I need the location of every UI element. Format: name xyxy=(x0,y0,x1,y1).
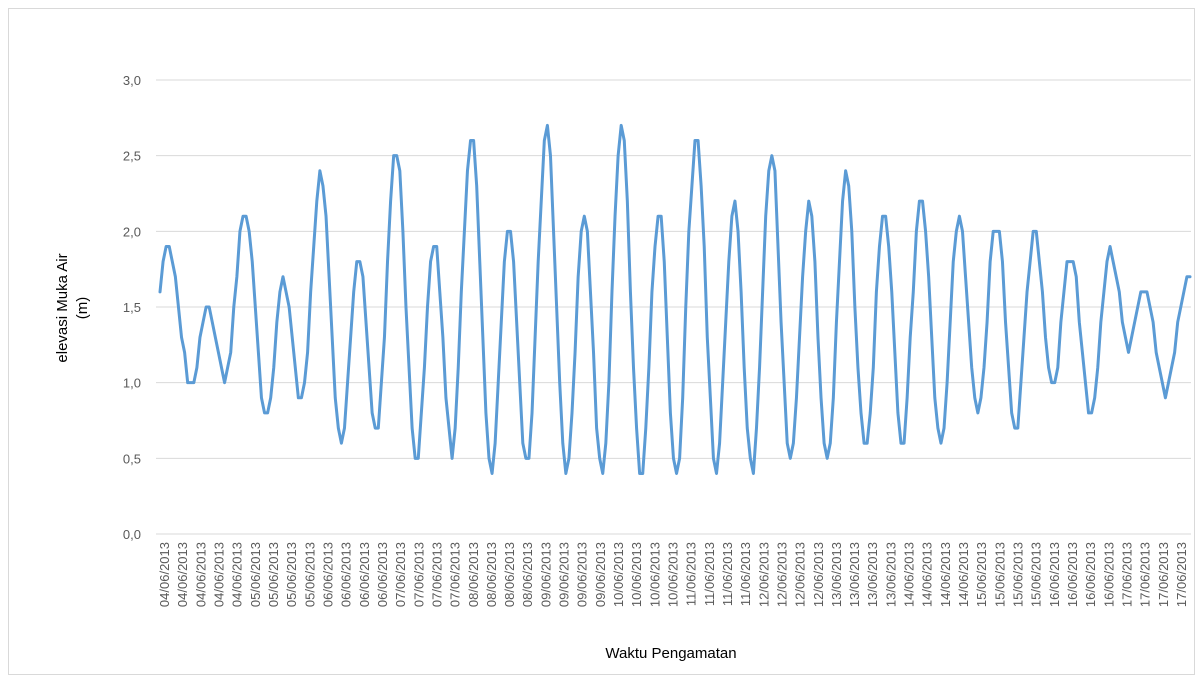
x-tick-label: 16/06/2013 xyxy=(1047,542,1062,607)
x-tick-label: 09/06/2013 xyxy=(575,542,590,607)
y-axis-tick-labels: 0,0 0,5 1,0 1,5 2,0 2,5 3,0 xyxy=(123,73,141,542)
x-tick-label: 16/06/2013 xyxy=(1065,542,1080,607)
x-tick-label: 04/06/2013 xyxy=(175,542,190,607)
x-tick-label: 16/06/2013 xyxy=(1083,542,1098,607)
x-tick-label: 06/06/2013 xyxy=(321,542,336,607)
x-tick-label: 12/06/2013 xyxy=(811,542,826,607)
x-tick-label: 10/06/2013 xyxy=(647,542,662,607)
x-tick-label: 04/06/2013 xyxy=(230,542,245,607)
y-tick-label: 2,5 xyxy=(123,149,141,164)
x-tick-label: 04/06/2013 xyxy=(157,542,172,607)
x-tick-label: 10/06/2013 xyxy=(629,542,644,607)
y-tick-label: 3,0 xyxy=(123,73,141,88)
x-tick-label: 06/06/2013 xyxy=(357,542,372,607)
x-tick-label: 07/06/2013 xyxy=(393,542,408,607)
series-group xyxy=(158,123,1192,475)
x-tick-label: 05/06/2013 xyxy=(302,542,317,607)
x-tick-label: 17/06/2013 xyxy=(1119,542,1134,607)
x-tick-label: 13/06/2013 xyxy=(847,542,862,607)
y-tick-label: 0,5 xyxy=(123,451,141,466)
y-tick-label: 1,5 xyxy=(123,300,141,315)
x-tick-label: 11/06/2013 xyxy=(684,542,699,606)
x-tick-label: 04/06/2013 xyxy=(193,542,208,607)
x-tick-label: 05/06/2013 xyxy=(248,542,263,607)
x-tick-label: 15/06/2013 xyxy=(1029,542,1044,607)
gridlines xyxy=(156,79,1191,535)
x-tick-label: 06/06/2013 xyxy=(339,542,354,607)
x-axis-tick-labels: 04/06/2013 04/06/2013 04/06/2013 04/06/2013… xyxy=(157,542,1189,607)
x-tick-label: 17/06/2013 xyxy=(1138,542,1153,607)
x-tick-label: 08/06/2013 xyxy=(466,542,481,607)
x-tick-label: 14/06/2013 xyxy=(902,542,917,607)
x-tick-label: 06/06/2013 xyxy=(375,542,390,607)
x-tick-label: 14/06/2013 xyxy=(938,542,953,607)
x-tick-label: 07/06/2013 xyxy=(448,542,463,607)
y-tick-label: 2,0 xyxy=(123,224,141,239)
x-tick-label: 08/06/2013 xyxy=(484,542,499,607)
x-tick-label: 11/06/2013 xyxy=(720,542,735,606)
x-tick-label: 08/06/2013 xyxy=(502,542,517,607)
x-tick-label: 15/06/2013 xyxy=(1011,542,1026,607)
x-tick-label: 09/06/2013 xyxy=(593,542,608,607)
x-tick-label: 17/06/2013 xyxy=(1156,542,1171,607)
x-tick-label: 07/06/2013 xyxy=(429,542,444,607)
y-axis-title-line-2: (m) xyxy=(74,297,91,320)
x-tick-label: 10/06/2013 xyxy=(611,542,626,607)
x-tick-label: 04/06/2013 xyxy=(212,542,227,607)
x-tick-label: 12/06/2013 xyxy=(774,542,789,607)
x-tick-label: 07/06/2013 xyxy=(411,542,426,607)
x-tick-label: 13/06/2013 xyxy=(829,542,844,607)
series-line xyxy=(158,123,1192,475)
x-tick-label: 12/06/2013 xyxy=(756,542,771,607)
x-tick-label: 05/06/2013 xyxy=(284,542,299,607)
x-tick-label: 13/06/2013 xyxy=(883,542,898,607)
x-tick-label: 08/06/2013 xyxy=(520,542,535,607)
y-tick-label: 0,0 xyxy=(123,527,141,542)
x-tick-label: 09/06/2013 xyxy=(538,542,553,607)
x-tick-label: 11/06/2013 xyxy=(702,542,717,606)
x-tick-label: 05/06/2013 xyxy=(266,542,281,607)
x-tick-label: 12/06/2013 xyxy=(793,542,808,607)
x-tick-label: 15/06/2013 xyxy=(992,542,1007,607)
x-tick-label: 16/06/2013 xyxy=(1101,542,1116,607)
chart-area xyxy=(8,8,1195,675)
x-tick-label: 11/06/2013 xyxy=(738,542,753,606)
x-tick-label: 14/06/2013 xyxy=(920,542,935,607)
y-axis-title-line-1: elevasi Muka Air xyxy=(54,253,71,362)
x-axis-title: Waktu Pengamatan xyxy=(605,645,736,662)
x-tick-label: 13/06/2013 xyxy=(865,542,880,607)
x-tick-label: 09/06/2013 xyxy=(557,542,572,607)
x-tick-label: 15/06/2013 xyxy=(974,542,989,607)
y-tick-label: 1,0 xyxy=(123,376,141,391)
x-tick-label: 17/06/2013 xyxy=(1174,542,1189,607)
x-tick-label: 10/06/2013 xyxy=(666,542,681,607)
x-tick-label: 14/06/2013 xyxy=(956,542,971,607)
